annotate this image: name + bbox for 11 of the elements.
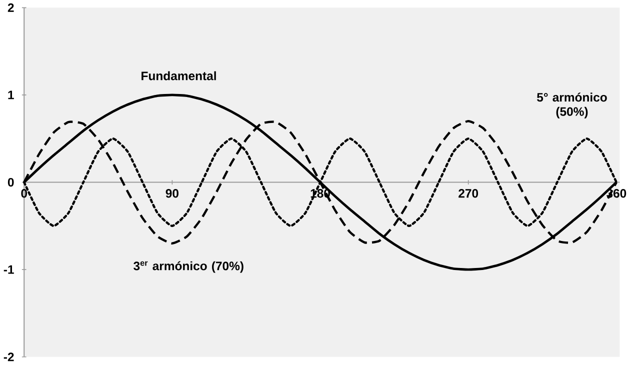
text: 5° armónico (50%) bbox=[537, 92, 607, 119]
y-tick-label: -1 bbox=[4, 266, 14, 274]
y-tick-label: -2 bbox=[4, 352, 14, 362]
x-tick-label: 90 bbox=[166, 189, 178, 198]
y-tick-label: 2 bbox=[8, 4, 14, 12]
x-tick-label: 270 bbox=[458, 189, 478, 198]
text: 3$^{er}$ armónico (70%) bbox=[134, 261, 244, 273]
y-tick-label: 1 bbox=[8, 91, 14, 100]
y-tick-label: 0 bbox=[8, 178, 14, 187]
x-tick-label: 0 bbox=[21, 189, 27, 198]
series-label: Fundamental bbox=[142, 72, 216, 80]
